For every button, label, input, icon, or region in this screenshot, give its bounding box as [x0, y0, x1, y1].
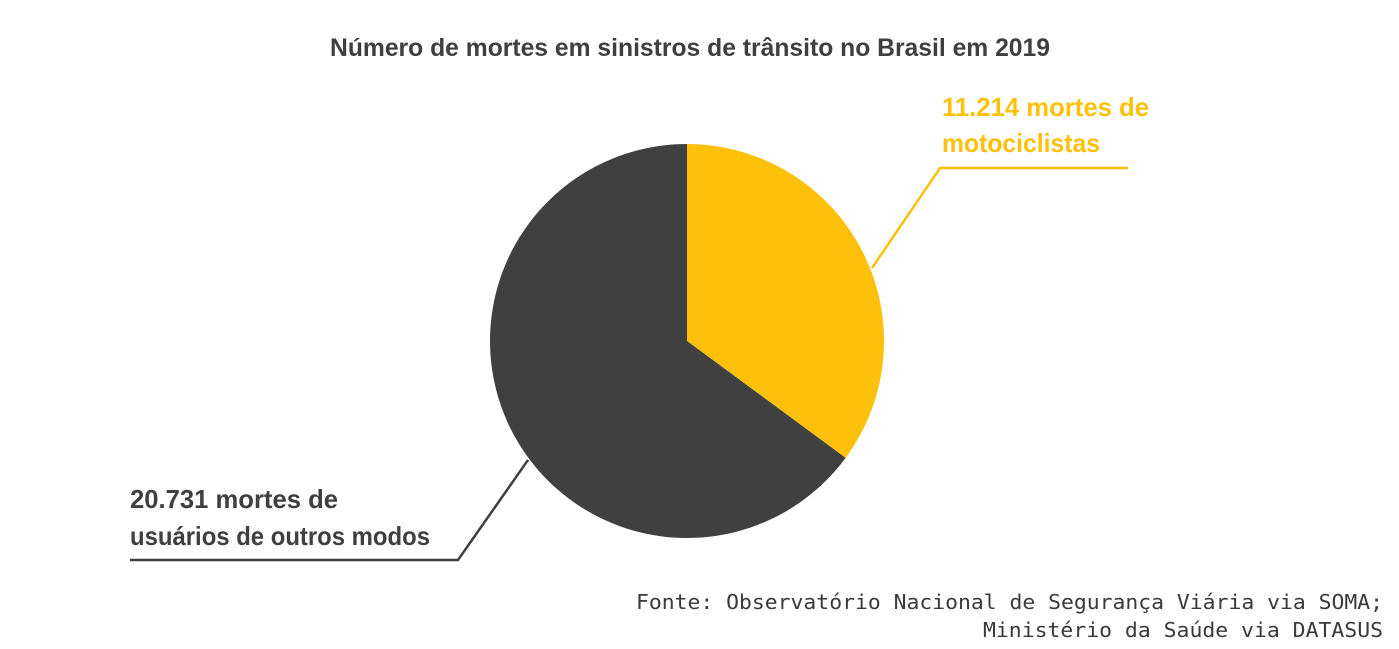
chart-title: Número de mortes em sinistros de trânsit… — [330, 34, 1050, 62]
label-outros-modos-line1: 20.731 mortes de — [130, 484, 338, 514]
label-motociclistas-line1: 11.214 mortes de — [942, 92, 1149, 122]
label-outros-modos-line2: usuários de outros modos — [130, 521, 430, 551]
source-line2: Ministério da Saúde via DATASUS — [983, 618, 1383, 642]
source-line1: Fonte: Observatório Nacional de Seguranç… — [636, 590, 1383, 614]
label-motociclistas-line2: motociclistas — [942, 128, 1100, 158]
pie-slice-1 — [490, 144, 846, 538]
pie-slice-0 — [687, 144, 884, 458]
pie-slices — [490, 144, 884, 538]
leader-line-outros-modos — [130, 459, 530, 562]
leader-line-motociclistas — [870, 166, 1128, 269]
